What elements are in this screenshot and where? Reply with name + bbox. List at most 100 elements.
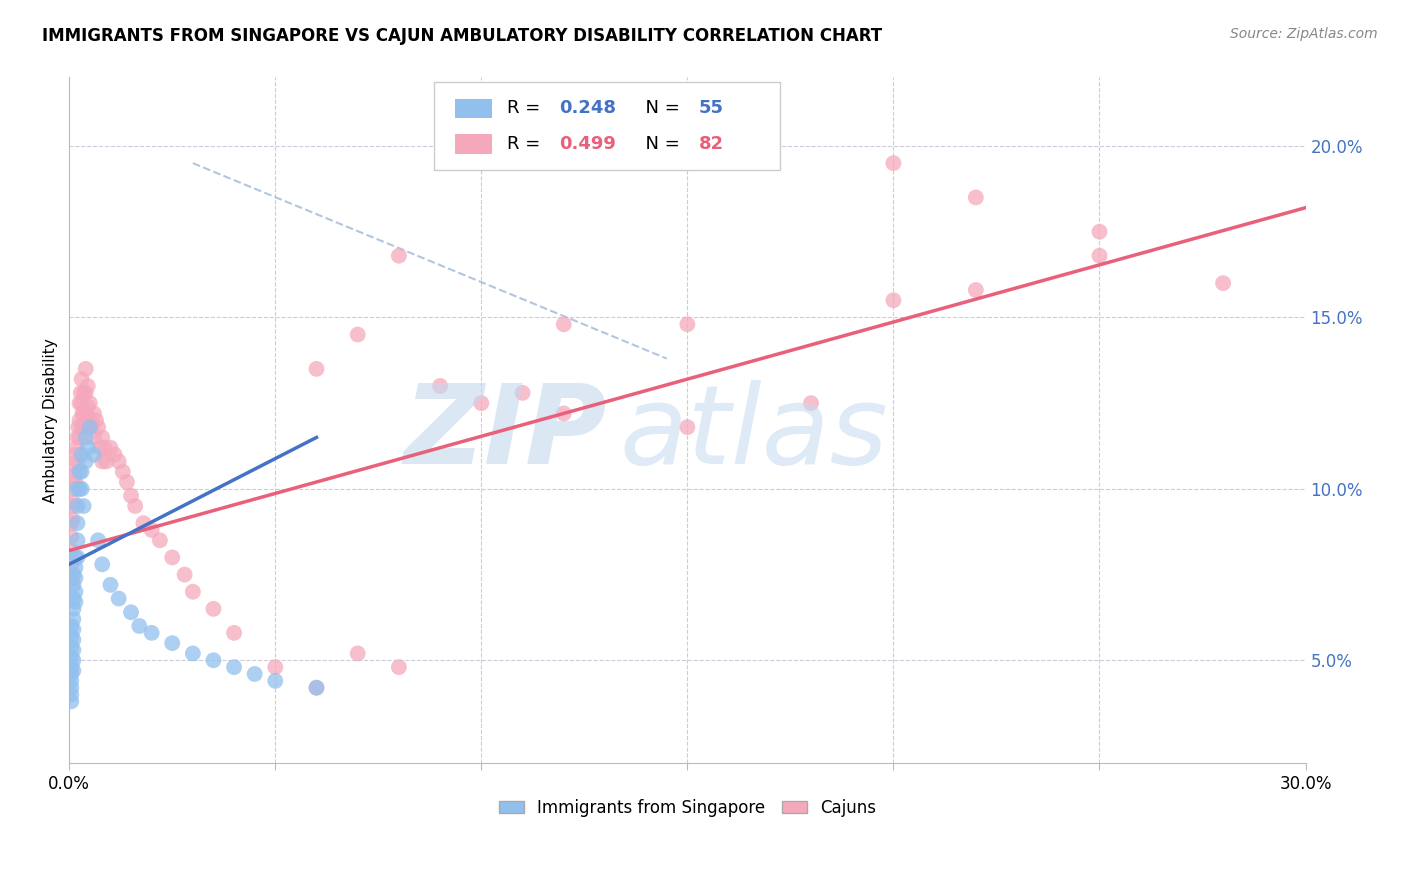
Point xyxy=(76,441,98,455)
Point xyxy=(65,571,87,585)
Point xyxy=(70,396,93,410)
Point xyxy=(69,396,91,410)
Point xyxy=(62,664,84,678)
Point xyxy=(65,550,87,565)
Point xyxy=(60,543,83,558)
Point xyxy=(120,605,142,619)
Point xyxy=(77,413,100,427)
Point xyxy=(70,448,93,462)
Point xyxy=(149,533,172,548)
Point xyxy=(70,465,93,479)
Point xyxy=(76,400,98,414)
Point xyxy=(181,647,204,661)
Point xyxy=(65,461,87,475)
Point xyxy=(388,660,411,674)
Point xyxy=(60,571,83,585)
Text: N =: N = xyxy=(634,135,686,153)
Point xyxy=(305,681,328,695)
Point xyxy=(1088,249,1111,263)
Point xyxy=(66,430,89,444)
Point xyxy=(62,643,84,657)
Point xyxy=(60,694,83,708)
Point xyxy=(60,681,83,695)
Point xyxy=(76,379,98,393)
Point xyxy=(132,516,155,530)
Point xyxy=(70,420,93,434)
Point xyxy=(76,406,98,420)
Point xyxy=(87,533,110,548)
Text: IMMIGRANTS FROM SINGAPORE VS CAJUN AMBULATORY DISABILITY CORRELATION CHART: IMMIGRANTS FROM SINGAPORE VS CAJUN AMBUL… xyxy=(42,27,883,45)
Point xyxy=(264,673,287,688)
Point xyxy=(60,640,83,654)
Bar xyxy=(456,135,492,153)
Point xyxy=(222,625,245,640)
Point xyxy=(69,465,91,479)
Point xyxy=(75,430,97,444)
Text: Source: ZipAtlas.com: Source: ZipAtlas.com xyxy=(1230,27,1378,41)
Point xyxy=(60,516,83,530)
Point xyxy=(69,385,91,400)
Point xyxy=(87,420,110,434)
Point xyxy=(72,385,94,400)
Point xyxy=(75,385,97,400)
Point xyxy=(1212,276,1234,290)
Point xyxy=(72,499,94,513)
Point xyxy=(66,533,89,548)
Point xyxy=(69,430,91,444)
Point xyxy=(181,584,204,599)
Point xyxy=(80,420,103,434)
Point xyxy=(91,558,114,572)
Point xyxy=(60,667,83,681)
Point xyxy=(66,550,89,565)
Point xyxy=(62,632,84,647)
Point xyxy=(66,482,89,496)
Point xyxy=(60,530,83,544)
Point xyxy=(79,396,101,410)
Point xyxy=(62,499,84,513)
Point xyxy=(62,513,84,527)
Point xyxy=(305,362,328,376)
Point xyxy=(264,660,287,674)
Point xyxy=(65,560,87,574)
Point xyxy=(65,584,87,599)
Text: R =: R = xyxy=(508,99,546,118)
Point xyxy=(65,595,87,609)
Point xyxy=(800,396,823,410)
Point xyxy=(120,489,142,503)
Text: R =: R = xyxy=(508,135,546,153)
Text: 0.499: 0.499 xyxy=(558,135,616,153)
Point xyxy=(62,612,84,626)
Point xyxy=(60,619,83,633)
Point xyxy=(111,465,134,479)
Point xyxy=(202,653,225,667)
Text: 82: 82 xyxy=(699,135,724,153)
Point xyxy=(69,482,91,496)
Point xyxy=(882,156,904,170)
Point xyxy=(60,688,83,702)
Point xyxy=(222,660,245,674)
Point xyxy=(66,516,89,530)
Point xyxy=(83,448,105,462)
Point xyxy=(128,619,150,633)
Point xyxy=(162,550,184,565)
Point xyxy=(60,649,83,664)
Point xyxy=(62,591,84,606)
Point xyxy=(60,629,83,643)
Point xyxy=(124,499,146,513)
Point xyxy=(65,448,87,462)
Point xyxy=(60,660,83,674)
Point xyxy=(243,667,266,681)
Point xyxy=(62,653,84,667)
Point xyxy=(173,567,195,582)
Text: 55: 55 xyxy=(699,99,724,118)
Point xyxy=(83,406,105,420)
Point xyxy=(69,413,91,427)
Point xyxy=(60,558,83,572)
Point xyxy=(65,475,87,489)
Point xyxy=(107,454,129,468)
Point xyxy=(100,441,122,455)
Point xyxy=(676,420,699,434)
Bar xyxy=(456,99,492,118)
Point xyxy=(305,681,328,695)
Point xyxy=(107,591,129,606)
